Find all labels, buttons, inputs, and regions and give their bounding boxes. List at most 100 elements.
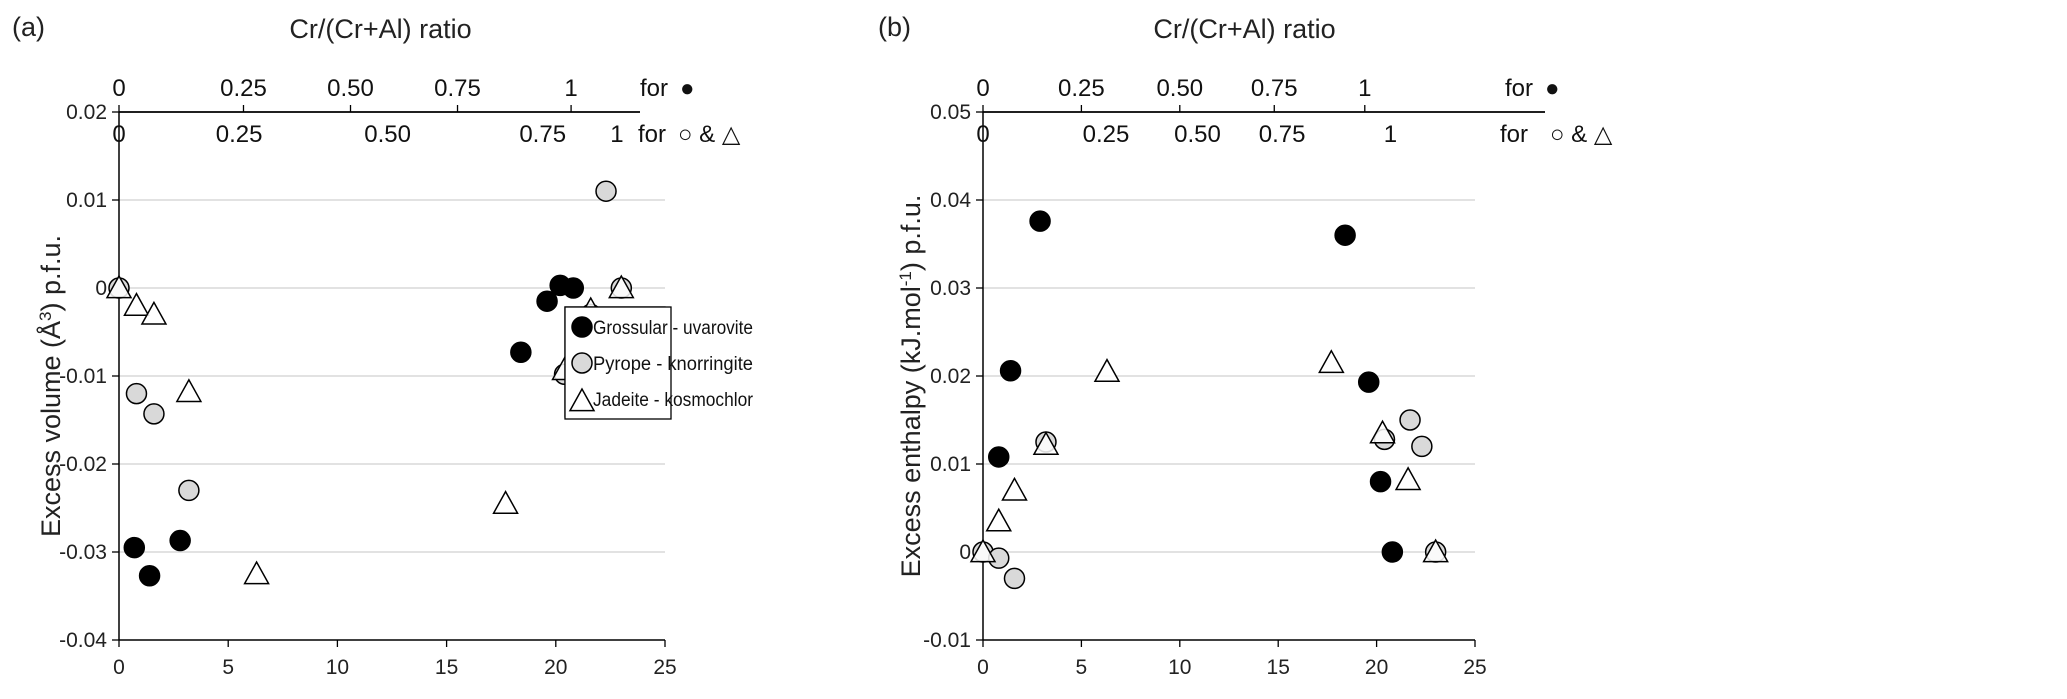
data-point-black-circle <box>987 446 1010 468</box>
data-point-black-circle <box>169 529 191 552</box>
x-tick-label: 20 <box>1365 656 1388 679</box>
y-axis-title-part: Excess volume (Å <box>35 321 66 537</box>
lower-ratio-marker: ○ & △ <box>678 121 741 148</box>
upper-ratio-tick-label: 0.50 <box>1156 75 1203 102</box>
data-point-black-circle <box>1029 210 1051 232</box>
lower-ratio-note: for <box>1500 121 1528 148</box>
data-point-triangle <box>105 274 133 299</box>
y-tick-label: 0.04 <box>930 189 971 212</box>
lower-ratio-tick-label: 0.50 <box>364 121 411 148</box>
y-tick-label: -0.04 <box>59 629 107 652</box>
x-tick-label: 5 <box>1076 656 1088 679</box>
upper-ratio-note: for <box>640 75 668 102</box>
lower-ratio-tick-label: 1 <box>610 121 623 148</box>
data-point-grey-circle <box>595 180 617 202</box>
upper-ratio-tick-label: 0.75 <box>1251 75 1298 102</box>
x-tick-label: 25 <box>1463 656 1486 679</box>
data-point-triangle <box>1422 538 1449 563</box>
legend-entry: Grossular - uvarovite <box>593 318 753 339</box>
lower-ratio-tick-label: 0.25 <box>1083 121 1130 148</box>
upper-ratio-tick-label: 1 <box>564 75 577 102</box>
y-tick-label: -0.01 <box>59 365 107 388</box>
panel-label: (b) <box>878 12 911 42</box>
x-tick-label: 15 <box>1267 656 1290 679</box>
y-axis-title: Excess enthalpy (kJ.mol-1) p.f.u. <box>896 195 927 578</box>
secondary-axis-title: Cr/(Cr+Al) ratio <box>1153 14 1335 44</box>
y-tick-label: 0.02 <box>66 101 107 124</box>
data-point-triangle <box>608 274 635 299</box>
lower-ratio-tick-label: 0.75 <box>1259 121 1306 148</box>
y-axis-title-superscript: -1 <box>896 271 915 286</box>
series-pyrope-knorringite <box>108 180 633 502</box>
legend-black-circle-icon <box>571 316 593 338</box>
y-tick-label: 0.01 <box>66 189 107 212</box>
lower-ratio-tick-label: 0 <box>976 121 989 148</box>
data-point-grey-circle <box>125 382 148 405</box>
series-jadeite-kosmochlor <box>969 349 1449 563</box>
legend-entry: Jadeite - kosmochlor <box>593 390 754 411</box>
data-point-triangle <box>492 490 519 514</box>
x-tick-label: 0 <box>977 656 989 679</box>
y-tick-label: 0 <box>959 541 971 564</box>
data-point-triangle <box>1318 349 1345 374</box>
upper-ratio-tick-label: 0.25 <box>1058 75 1105 102</box>
data-point-triangle <box>1394 466 1422 491</box>
data-point-triangle <box>243 560 270 585</box>
data-point-triangle <box>985 507 1013 532</box>
upper-ratio-tick-label: 1 <box>1358 75 1371 102</box>
data-point-triangle <box>123 292 150 316</box>
upper-ratio-tick-label: 0.75 <box>434 75 481 102</box>
data-point-grey-circle <box>178 479 200 502</box>
data-point-black-circle <box>123 536 146 559</box>
data-point-black-circle <box>1334 224 1356 246</box>
data-point-black-circle <box>999 359 1022 382</box>
series-grossular-uvarovite <box>987 210 1404 563</box>
y-axis-title-part: ) p.f.u. <box>36 235 66 312</box>
data-point-black-circle <box>1357 371 1380 393</box>
panel-label: (a) <box>12 12 45 42</box>
y-tick-label: -0.03 <box>59 541 107 564</box>
lower-ratio-tick-label: 0 <box>112 121 125 148</box>
upper-ratio-note: for <box>1505 75 1533 102</box>
lower-ratio-note: for <box>638 121 666 148</box>
y-axis-title: Excess volume (Å3) p.f.u. <box>35 235 66 537</box>
lower-ratio-tick-label: 0.25 <box>216 121 263 148</box>
upper-ratio-marker: ● <box>1545 75 1560 102</box>
data-point-triangle <box>140 300 168 325</box>
x-tick-label: 20 <box>544 656 567 679</box>
data-point-triangle <box>1093 358 1121 382</box>
data-point-grey-circle <box>143 403 165 425</box>
y-tick-label: 0.05 <box>930 101 971 124</box>
data-point-triangle <box>1369 419 1396 444</box>
x-tick-label: 15 <box>435 656 458 679</box>
lower-ratio-marker: ○ & △ <box>1550 121 1613 148</box>
y-axis-title-part: Excess enthalpy (kJ.mol <box>896 286 926 577</box>
legend-entry: Pyrope - knorringite <box>593 354 753 375</box>
y-tick-label: 0.01 <box>930 453 971 476</box>
secondary-axis-title: Cr/(Cr+Al) ratio <box>289 14 471 44</box>
upper-ratio-tick-label: 0 <box>112 75 125 102</box>
upper-ratio-marker: ● <box>680 75 695 102</box>
data-point-grey-circle <box>1411 435 1433 458</box>
data-point-grey-circle <box>1003 567 1026 590</box>
lower-ratio-tick-label: 0.75 <box>519 121 566 148</box>
upper-ratio-tick-label: 0.50 <box>327 75 374 102</box>
y-axis-title-part: ) p.f.u. <box>896 195 926 272</box>
x-tick-label: 0 <box>113 656 125 679</box>
data-point-black-circle <box>1381 541 1404 563</box>
data-point-black-circle <box>562 277 585 299</box>
y-tick-label: 0.02 <box>930 365 971 388</box>
data-point-triangle <box>1001 476 1028 501</box>
data-point-grey-circle <box>1399 409 1421 431</box>
legend-grey-circle-icon <box>571 352 593 374</box>
legend: Grossular - uvarovite Pyrope - knorringit… <box>564 306 754 420</box>
data-point-black-circle <box>510 341 532 363</box>
data-point-triangle <box>969 538 997 563</box>
lower-ratio-tick-label: 0.50 <box>1174 121 1221 148</box>
data-point-black-circle <box>1369 470 1392 493</box>
y-axis-title-superscript: 3 <box>36 311 55 320</box>
x-tick-label: 10 <box>1168 656 1191 679</box>
y-tick-label: 0.03 <box>930 277 971 300</box>
